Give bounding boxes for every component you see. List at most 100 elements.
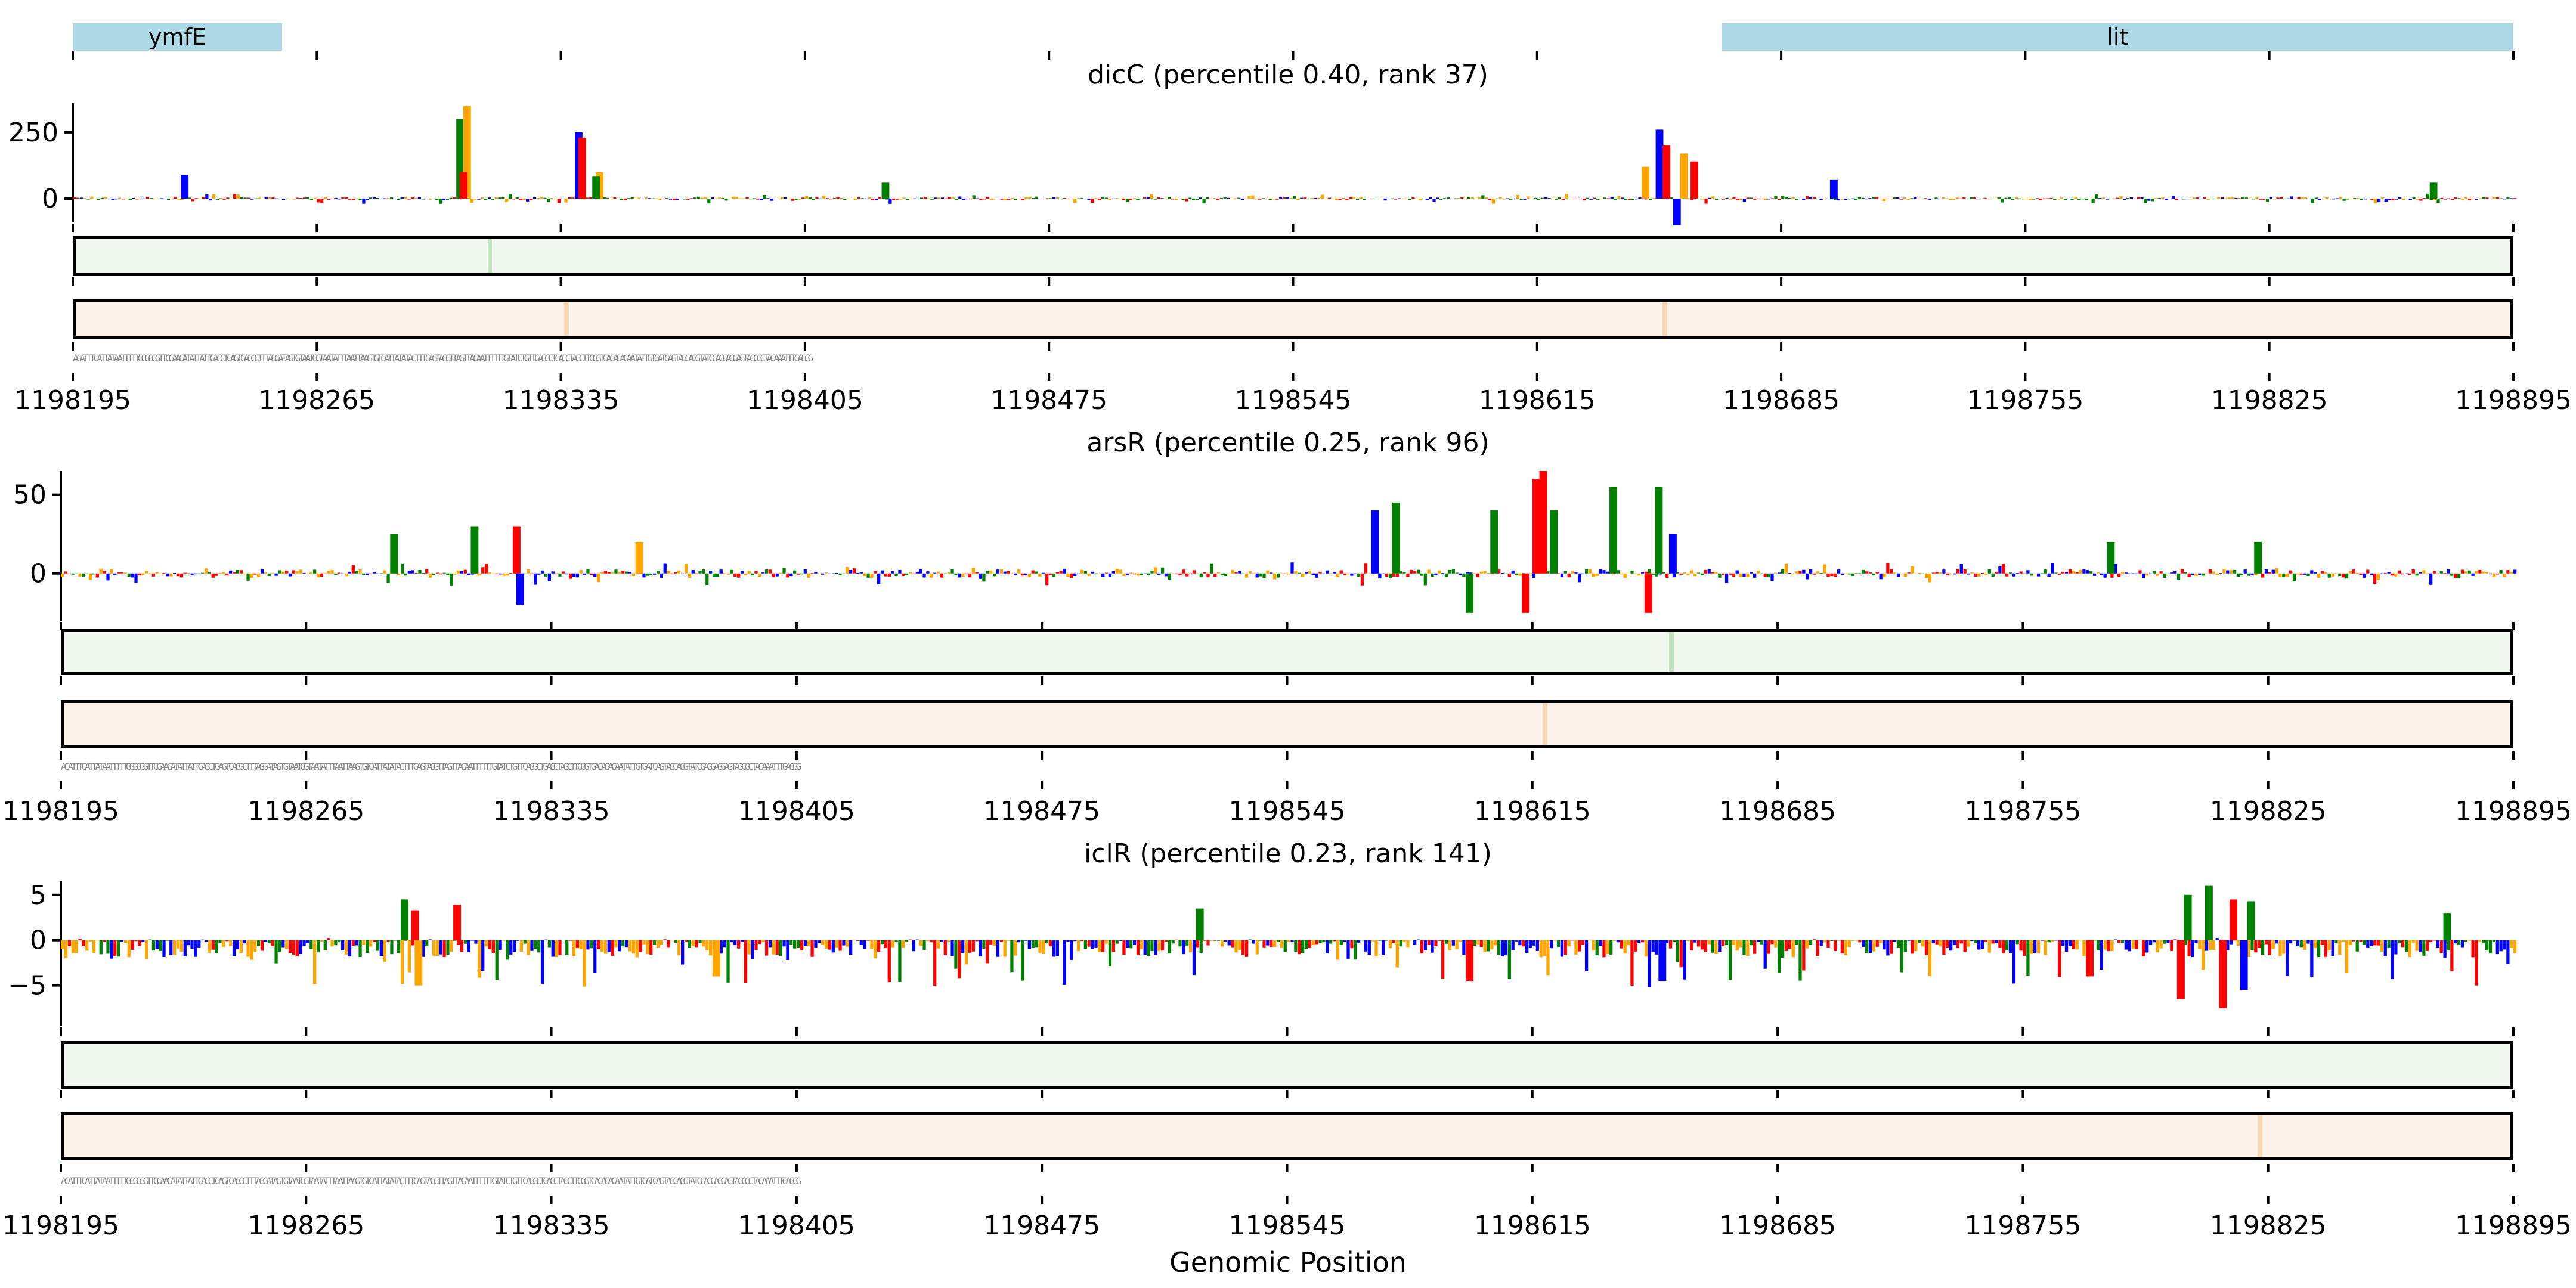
logo-letter	[1098, 940, 1101, 952]
logo-letter	[509, 573, 513, 574]
logo-letter	[1942, 197, 1945, 199]
logo-letter	[621, 940, 625, 947]
logo-letter	[894, 940, 898, 942]
logo-letter	[372, 572, 376, 574]
logo-letter	[948, 197, 951, 199]
logo-letter	[1289, 197, 1293, 199]
logo-letter	[260, 940, 264, 951]
logo-letter	[1746, 197, 1750, 199]
logo-letter	[519, 940, 523, 952]
logo-letter	[1970, 940, 1974, 942]
logo-letter	[131, 573, 134, 578]
logo-letter	[1934, 197, 1938, 199]
logo-letter	[1533, 197, 1537, 199]
logo-letter	[253, 573, 257, 575]
logo-letter	[1735, 570, 1739, 574]
logo-letter	[1812, 939, 1816, 940]
logo-letter	[922, 940, 926, 950]
logo-letter	[64, 940, 68, 959]
logo-letter	[933, 572, 937, 574]
logo-letter	[162, 572, 166, 574]
logo-letter	[1527, 196, 1530, 199]
logo-letter	[630, 197, 634, 199]
logo-letter	[2033, 940, 2037, 954]
logo-letter	[82, 940, 85, 946]
logo-letter	[1108, 199, 1111, 200]
logo-letter	[1648, 199, 1652, 200]
logo-letter	[166, 199, 171, 200]
logo-letter	[191, 199, 195, 202]
logo-letter	[1132, 940, 1137, 945]
logo-letter	[1322, 940, 1326, 943]
logo-letter	[2008, 572, 2012, 574]
logo-letter	[1602, 570, 1606, 574]
logo-letter	[1311, 940, 1315, 945]
logo-letter	[2408, 573, 2412, 575]
logo-letter	[1903, 197, 1907, 199]
logo-letter	[1987, 940, 1991, 953]
logo-letter	[866, 573, 870, 578]
logo-letter	[1606, 940, 1609, 955]
logo-letter	[821, 573, 825, 575]
logo-letter	[2001, 199, 2004, 203]
logo-letter	[383, 570, 386, 574]
logo-letter	[1098, 199, 1101, 200]
logo-letter	[614, 940, 618, 948]
logo-letter	[253, 940, 257, 952]
logo-letter	[1423, 940, 1427, 950]
logo-letter	[982, 573, 986, 582]
logo-letter	[334, 940, 338, 946]
logo-letter	[667, 940, 670, 948]
logo-letter	[1101, 573, 1105, 577]
x-tick-label: 1198335	[493, 796, 610, 826]
logo-letter	[908, 572, 912, 574]
logo-letter	[1444, 573, 1448, 577]
logo-letter	[1722, 199, 1725, 200]
logo-letter	[1240, 199, 1244, 200]
logo-letter	[1136, 199, 1140, 200]
logo-letter	[712, 573, 716, 577]
logo-letter	[1918, 940, 1921, 943]
logo-letter	[2191, 940, 2194, 958]
logo-letter	[1395, 573, 1399, 577]
logo-letter	[92, 573, 96, 575]
logo-letter	[2485, 572, 2489, 574]
logo-letter	[2352, 569, 2355, 574]
logo-letter	[1537, 199, 1541, 200]
logo-letter	[2120, 572, 2125, 574]
logo-letter	[2255, 197, 2259, 199]
logo-letter	[2373, 940, 2377, 946]
logo-letter	[2429, 940, 2433, 942]
logo-letter	[1973, 197, 1976, 199]
logo-letter	[1038, 940, 1042, 953]
logo-letter	[2193, 197, 2196, 199]
logo-letter	[1132, 573, 1137, 575]
logo-letter	[67, 940, 72, 946]
logo-letter	[711, 197, 714, 199]
logo-letter	[568, 573, 572, 579]
logo-letter	[1227, 940, 1231, 946]
logo-letter	[1055, 197, 1060, 199]
logo-letter	[1136, 940, 1140, 955]
logo-letter	[1924, 198, 1928, 199]
logo-letter	[2401, 940, 2405, 948]
logo-letter	[1809, 569, 1813, 574]
logo-peak-C	[516, 573, 524, 605]
logo-letter	[516, 940, 520, 941]
logo-letter	[1851, 573, 1854, 576]
logo-letter	[219, 197, 222, 199]
panel-title-iclR: iclR (percentile 0.23, rank 141)	[1084, 838, 1492, 869]
logo-letter	[2082, 569, 2086, 574]
logo-letter	[1840, 573, 1844, 575]
logo-letter	[386, 573, 390, 583]
logo-letter	[2051, 563, 2054, 574]
logo-letter	[1991, 573, 1995, 577]
logo-letter	[1195, 199, 1199, 200]
logo-letter	[2064, 940, 2069, 952]
logo-letter	[2467, 570, 2471, 574]
logo-peak-T	[2107, 541, 2115, 574]
logo-letter	[2286, 573, 2289, 577]
logo-letter	[763, 195, 766, 199]
logo-letter	[502, 940, 506, 941]
logo-letter	[759, 199, 763, 200]
